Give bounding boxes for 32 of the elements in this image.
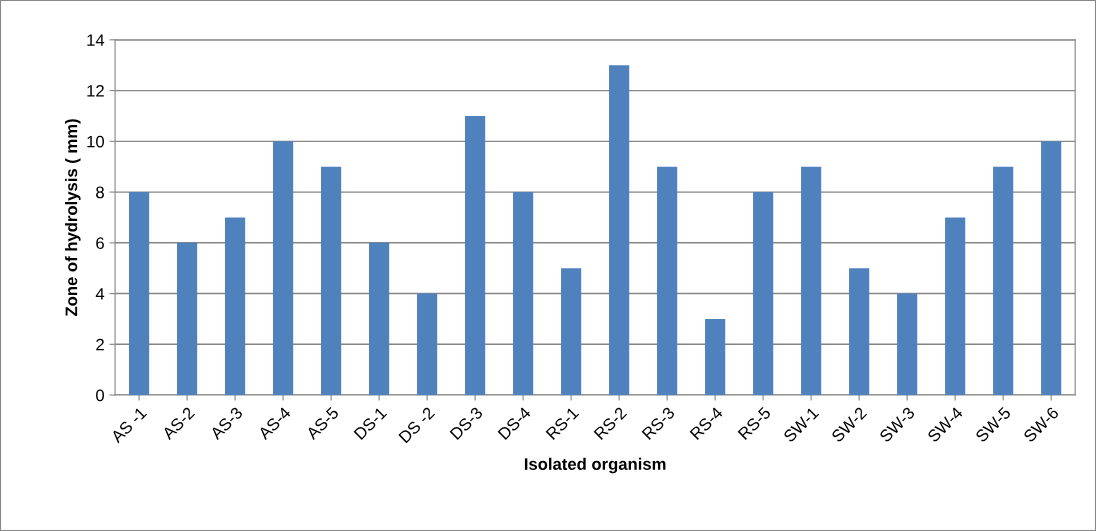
y-tick-label: 14	[87, 34, 105, 46]
bar	[177, 242, 198, 396]
bar	[945, 217, 966, 396]
bar	[561, 268, 582, 396]
bar	[513, 192, 534, 396]
bar	[321, 166, 342, 396]
x-tick-label: AS -1	[109, 406, 148, 444]
bar	[417, 293, 438, 396]
bar	[465, 115, 486, 396]
y-tick-label: 2	[96, 338, 104, 351]
bar	[129, 192, 150, 396]
bar	[225, 217, 246, 396]
y-tick-label: 4	[95, 288, 105, 300]
bar	[849, 268, 870, 396]
x-axis-title: Isolated organism	[524, 457, 666, 474]
bar	[273, 141, 294, 396]
bar	[369, 242, 390, 396]
y-tick-label: 6	[96, 237, 104, 250]
bar	[609, 65, 630, 396]
x-tick-label: DS -2	[398, 406, 436, 444]
y-tick-label: 8	[96, 186, 104, 199]
y-tick-label: 12	[87, 84, 104, 97]
y-tick-label: 10	[87, 135, 105, 148]
bar	[801, 166, 822, 396]
bar	[897, 293, 918, 396]
bar	[657, 166, 678, 396]
y-axis-title: Zone of hydrolysis ( mm)	[65, 119, 81, 317]
bar	[993, 166, 1014, 396]
bar	[753, 192, 774, 396]
bar	[705, 318, 726, 396]
y-tick-label: 0	[96, 389, 105, 402]
bar	[1041, 141, 1062, 396]
